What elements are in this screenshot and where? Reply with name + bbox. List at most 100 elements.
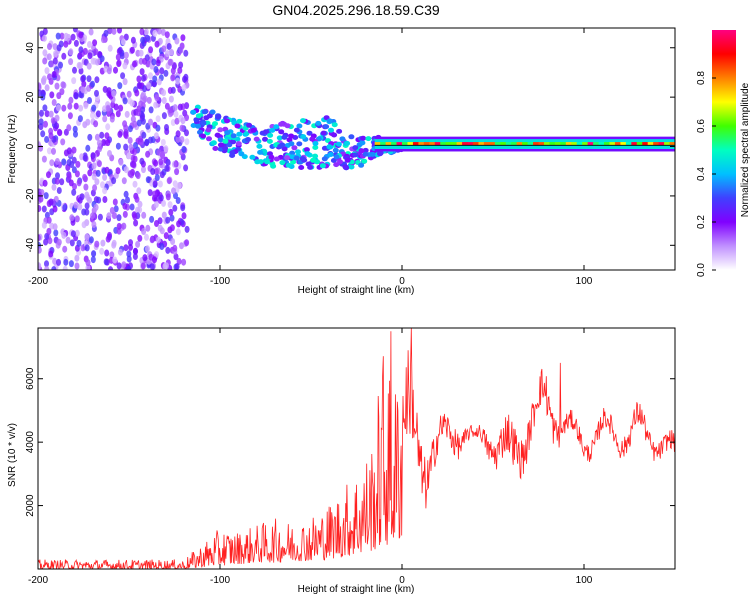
noise-blob bbox=[152, 190, 158, 198]
signal-blob bbox=[267, 132, 274, 138]
noise-blob bbox=[159, 171, 165, 179]
colorbar-tick-label: 0.2 bbox=[696, 215, 707, 229]
noise-blob bbox=[92, 184, 98, 192]
noise-blob bbox=[82, 173, 88, 181]
noise-blob bbox=[79, 193, 85, 201]
noise-blob bbox=[103, 29, 109, 37]
noise-blob bbox=[77, 203, 83, 211]
noise-blob bbox=[128, 239, 133, 247]
noise-blob bbox=[88, 236, 94, 244]
noise-blob bbox=[149, 263, 155, 270]
signal-blob bbox=[377, 151, 383, 157]
tone-cell bbox=[462, 142, 469, 146]
noise-blob bbox=[137, 200, 143, 208]
noise-blob bbox=[55, 104, 61, 112]
noise-blob bbox=[100, 181, 105, 189]
noise-blob bbox=[49, 60, 55, 68]
signal-blob bbox=[300, 134, 307, 140]
noise-blob bbox=[163, 69, 169, 77]
noise-blob bbox=[105, 123, 111, 131]
signal-blob bbox=[269, 127, 276, 133]
spectrogram-x-label: Height of straight line (km) bbox=[298, 285, 415, 296]
noise-blob bbox=[180, 204, 186, 212]
signal-blob bbox=[254, 159, 261, 165]
signal-blob bbox=[217, 127, 224, 133]
y-tick-label: 40 bbox=[25, 42, 36, 54]
noise-blob bbox=[46, 216, 52, 224]
colorbar-ticks: 0.0 0.2 0.4 0.6 0.8 bbox=[696, 71, 716, 277]
noise-blob bbox=[80, 75, 86, 83]
noise-blob bbox=[111, 28, 117, 35]
tone-cell bbox=[642, 142, 649, 146]
noise-blob bbox=[76, 62, 82, 69]
noise-blob bbox=[173, 160, 179, 168]
signal-blob bbox=[326, 144, 333, 150]
signal-blob bbox=[217, 142, 224, 148]
tone-cell bbox=[456, 142, 463, 146]
signal-blob bbox=[278, 121, 285, 127]
signal-blob bbox=[195, 113, 202, 119]
noise-blob bbox=[132, 120, 138, 128]
noise-blob bbox=[93, 120, 99, 128]
noise-blob bbox=[42, 104, 48, 112]
noise-blob bbox=[101, 139, 107, 146]
noise-blob bbox=[126, 265, 132, 270]
noise-blob bbox=[68, 96, 74, 104]
noise-blob bbox=[132, 180, 138, 188]
noise-blob bbox=[80, 86, 86, 94]
tone-cell bbox=[391, 142, 398, 146]
noise-blob bbox=[102, 187, 108, 195]
noise-blob bbox=[49, 159, 55, 167]
signal-blob bbox=[344, 140, 351, 146]
noise-blob bbox=[40, 130, 46, 138]
noise-blob bbox=[59, 32, 65, 40]
noise-blob bbox=[136, 109, 141, 117]
noise-blob bbox=[168, 95, 174, 103]
noise-blob bbox=[165, 193, 171, 201]
noise-blob bbox=[56, 44, 62, 52]
snr-y-ticks: 2000 4000 6000 bbox=[25, 367, 675, 517]
noise-blob bbox=[63, 258, 69, 266]
signal-blob bbox=[358, 162, 365, 168]
noise-blob bbox=[175, 130, 181, 138]
noise-blob bbox=[111, 239, 117, 247]
signal-blob bbox=[209, 109, 216, 115]
noise-blob bbox=[117, 28, 122, 34]
tone-cell bbox=[527, 142, 534, 146]
noise-blob bbox=[122, 202, 128, 210]
noise-blob bbox=[55, 32, 61, 40]
signal-blob bbox=[206, 113, 213, 119]
tone-cell bbox=[478, 142, 485, 146]
noise-blob bbox=[181, 212, 187, 220]
noise-blob bbox=[61, 104, 67, 112]
signal-blob bbox=[321, 156, 328, 162]
snr-x-label: Height of straight line (km) bbox=[298, 584, 415, 595]
signal-blob bbox=[222, 145, 229, 151]
noise-blob bbox=[159, 67, 165, 75]
noise-blob bbox=[117, 248, 123, 256]
noise-blob bbox=[95, 58, 100, 66]
noise-blob bbox=[136, 187, 142, 195]
noise-blob bbox=[157, 180, 163, 188]
noise-blob bbox=[77, 115, 83, 123]
signal-blob bbox=[342, 164, 349, 170]
noise-blob bbox=[154, 174, 160, 182]
noise-blob bbox=[69, 239, 75, 247]
noise-blob bbox=[41, 221, 47, 229]
noise-blob bbox=[122, 62, 128, 70]
noise-blob bbox=[170, 67, 176, 75]
tone-cell bbox=[489, 142, 496, 146]
noise-blob bbox=[144, 233, 149, 241]
noise-blob bbox=[52, 257, 58, 265]
noise-blob bbox=[66, 124, 72, 132]
noise-blob bbox=[51, 71, 57, 78]
noise-blob bbox=[146, 82, 152, 90]
noise-blob bbox=[94, 178, 100, 186]
signal-blob bbox=[229, 150, 236, 156]
noise-blob bbox=[126, 152, 132, 160]
noise-blob bbox=[85, 144, 91, 152]
tone-cell bbox=[620, 142, 627, 146]
noise-blob bbox=[105, 104, 111, 112]
noise-blob bbox=[99, 247, 105, 255]
